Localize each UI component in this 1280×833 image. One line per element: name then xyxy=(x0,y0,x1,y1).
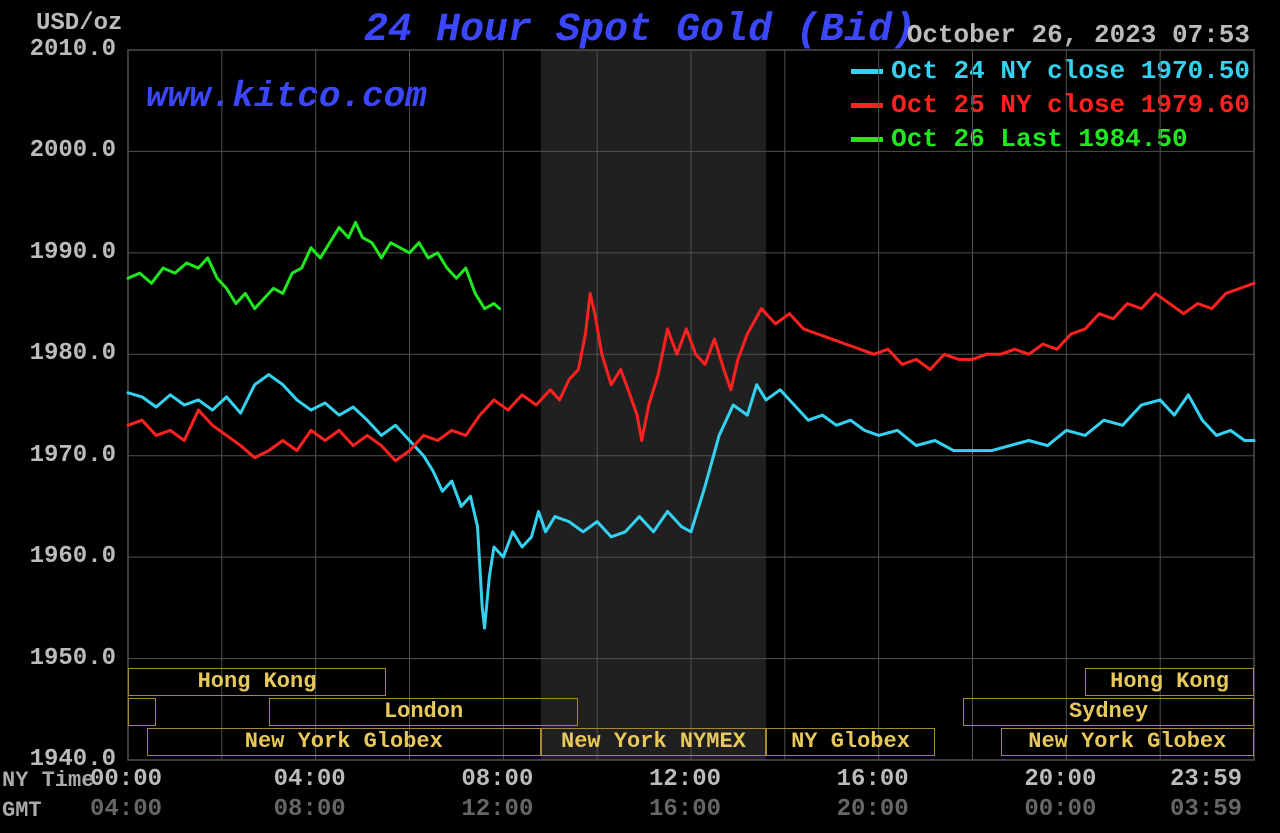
trading-session-band: Sydney xyxy=(963,698,1254,726)
y-tick-label: 2010.0 xyxy=(16,36,116,63)
trading-session-band: NY Globex xyxy=(766,728,935,756)
x-tick-label: 04:00 xyxy=(274,766,346,793)
x-tick-label: 03:59 xyxy=(1170,796,1242,823)
trading-session-band: Hong Kong xyxy=(1085,668,1254,696)
trading-session-band: London xyxy=(269,698,579,726)
x-tick-label: 23:59 xyxy=(1170,766,1242,793)
x-tick-label: 12:00 xyxy=(649,766,721,793)
y-tick-label: 2000.0 xyxy=(16,137,116,164)
gold-price-chart: USD/oz 24 Hour Spot Gold (Bid) October 2… xyxy=(0,0,1280,833)
x-tick-label: 20:00 xyxy=(1024,766,1096,793)
y-tick-label: 1960.0 xyxy=(16,543,116,570)
y-tick-label: 1980.0 xyxy=(16,340,116,367)
x-tick-label: 00:00 xyxy=(1024,796,1096,823)
trading-session-band: New York NYMEX xyxy=(541,728,766,756)
y-tick-label: 1950.0 xyxy=(16,645,116,672)
x-axis-ny-label: NY Time xyxy=(2,768,94,793)
x-axis-gmt-label: GMT xyxy=(2,798,42,823)
trading-session-band: Hong Kong xyxy=(128,668,386,696)
x-tick-label: 12:00 xyxy=(461,796,533,823)
y-tick-label: 1990.0 xyxy=(16,239,116,266)
trading-session-band: New York Globex xyxy=(147,728,541,756)
x-tick-label: 16:00 xyxy=(649,796,721,823)
x-tick-label: 08:00 xyxy=(461,766,533,793)
x-tick-label: 16:00 xyxy=(837,766,909,793)
y-tick-label: 1970.0 xyxy=(16,442,116,469)
x-tick-label: 20:00 xyxy=(837,796,909,823)
x-tick-label: 00:00 xyxy=(90,766,162,793)
trading-session-band xyxy=(128,698,156,726)
trading-session-band: New York Globex xyxy=(1001,728,1254,756)
x-tick-label: 08:00 xyxy=(274,796,346,823)
x-tick-label: 04:00 xyxy=(90,796,162,823)
